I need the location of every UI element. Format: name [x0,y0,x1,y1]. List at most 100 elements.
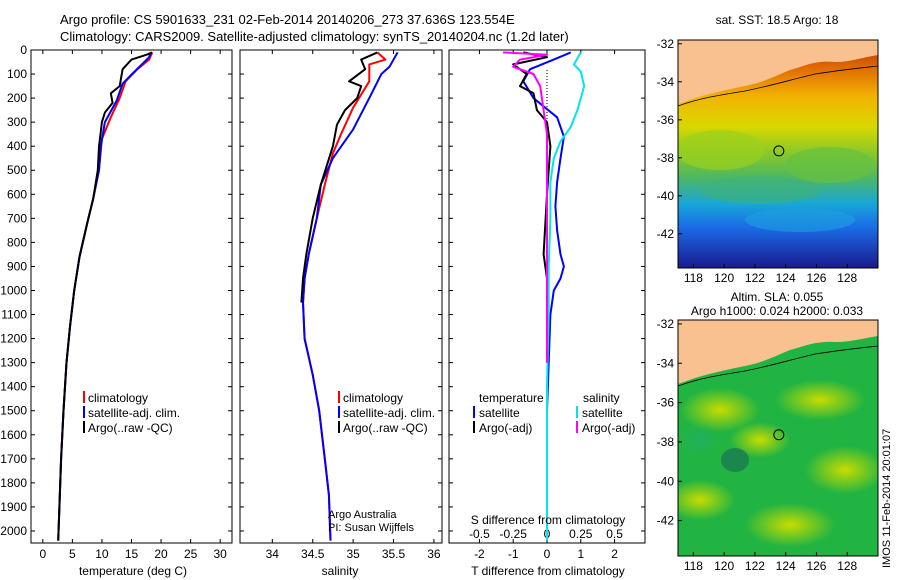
sst-map-axes: 118 120 122 124 126 128 -32 -34 -36 -38 -40 -42 [657,37,858,285]
difference-xtick-label: 1 [577,547,584,561]
temperature-xlabel: temperature (deg C) [79,564,187,578]
temperature-xtick-label: 30 [213,547,227,561]
sla-eddy [805,446,878,494]
map-ytick-label: -34 [657,356,675,370]
map-xtick-label: 120 [714,271,734,285]
legend-label-clim: climatology [88,391,148,405]
sla-eddy [775,380,865,420]
bathymetry-contour [678,345,878,387]
difference-xtick-label: 2 [611,547,618,561]
salinity-xtick-label: 35 [346,547,360,561]
map-ytick-label: -36 [657,113,675,127]
map-xtick-label: 122 [745,271,765,285]
land-australia [678,320,878,384]
difference-xlabel: T difference from climatology [471,564,625,578]
sst-eddy [700,176,820,204]
depth-tick-label: 2000 [0,524,27,538]
map-ytick-label: -32 [657,317,675,331]
map-ytick-label: -40 [657,189,675,203]
land-australia [678,40,878,104]
temperature-series-argo-raw-qc- [57,51,153,541]
difference-series-salinity-satellite [546,51,586,541]
salinity-chart: 34 34.5 35 35.5 36 [240,49,442,561]
salinity-diff-tick-label: 0.5 [606,527,623,541]
temperature-xtick-label: 0 [39,547,46,561]
sst-map-title: sat. SST: 18.5 Argo: 18 [716,13,839,27]
sla-eddy [680,388,760,432]
depth-tick-label: 0 [20,43,27,57]
temperature-xtick-label: 5 [69,547,76,561]
legend-label-sat: satellite-adj. clim. [343,406,435,420]
depth-tick-label: 900 [7,259,27,273]
map-ytick-label: -34 [657,75,675,89]
depth-tick-label: 100 [7,67,27,81]
sst-eddy [745,208,855,232]
sla-map-axes: 118 120 122 124 126 128 -32 -34 -36 -38 -40 -42 [657,317,858,573]
legend-label-sat: satellite-adj. clim. [88,406,180,420]
argo-float-marker [773,145,785,157]
legend-label-s-sat: satellite [582,406,623,420]
salinity-annotation-1: Argo Australia [328,509,397,521]
sst-map-frame [677,39,879,269]
map-xtick-label: 120 [714,559,734,573]
map-ytick-label: -38 [657,151,675,165]
depth-tick-label: 300 [7,115,27,129]
salinity-xtick-label: 35.5 [382,547,406,561]
sst-eddy [785,147,875,183]
salinity-series-satellite-adj-clim- [302,51,399,541]
map-xtick-label: 118 [684,271,703,285]
difference-legend: temperature satellite Argo(-adj) salinit… [473,391,635,435]
salinity-xtick-label: 36 [427,547,441,561]
depth-axis: 0 100 200 300 400 500 600 700 800 900 1000 1100 1200… [0,43,27,538]
difference-xtick-label: -1 [508,547,519,561]
difference-xlabel-top: S difference from climatology [471,513,626,527]
difference-series-salinity-argo-adj- [503,51,548,363]
depth-tick-label: 1100 [1,308,27,322]
salinity-diff-tick-label: -0.25 [500,527,528,541]
legend-label-t-argo: Argo(-adj) [479,421,532,435]
legend-label-argo: Argo(..raw -QC) [343,421,428,435]
legend-label-argo: Argo(..raw -QC) [88,421,173,435]
depth-tick-label: 1900 [0,500,27,514]
map-ytick-label: -36 [657,396,675,410]
salinity-xlabel: salinity [322,564,359,578]
sla-map-title: Altim. SLA: 0.055 [731,290,824,304]
sla-eddy [678,480,735,520]
bathymetry-contour [678,65,878,107]
map-xtick-label: 126 [806,559,826,573]
temperature-xtick-label: 25 [184,547,198,561]
depth-tick-label: 600 [7,187,27,201]
sla-eddy [745,503,835,547]
salinity-diff-tick-label: -0.5 [469,527,490,541]
temperature-xtick-label: 20 [154,547,168,561]
difference-chart: -2 -1 0 1 2-0.5 -0.25 0 0.25 0.5 [449,49,645,561]
map-xtick-label: 128 [837,271,857,285]
difference-xtick-label: -2 [474,547,485,561]
map-ytick-label: -42 [657,514,675,528]
salinity-diff-tick-label: 0.25 [569,527,593,541]
sst-map: sat. SST: 18.5 Argo: 18 118 120 122 124 126 1… [657,13,879,285]
imos-timestamp: IMOS 11-Feb-2014 20:01:07 [881,429,893,568]
sla-map: Altim. SLA: 0.055 Argo h1000: 0.024 h200… [657,290,879,573]
salinity-annotation-2: PI: Susan Wijffels [328,522,414,534]
depth-tick-label: 1600 [0,428,27,442]
legend-title-temperature: temperature [479,391,544,405]
depth-tick-label: 1700 [0,452,27,466]
figure-title-line2: Climatology: CARS2009. Satellite-adjuste… [60,29,569,44]
depth-tick-label: 500 [7,163,27,177]
depth-tick-label: 1000 [0,283,27,297]
depth-tick-label: 400 [7,139,27,153]
depth-tick-label: 800 [7,235,27,249]
temperature-chart: 0 5 10 15 20 25 30 [31,49,232,561]
legend-label-clim: climatology [343,391,403,405]
sla-map-frame [677,319,879,557]
depth-tick-label: 1400 [0,380,27,394]
sla-map-subtitle: Argo h1000: 0.024 h2000: 0.033 [691,304,863,318]
map-xtick-label: 126 [806,271,826,285]
argo-float-marker [773,429,785,441]
map-ytick-label: -42 [657,227,675,241]
temperature-xtick-label: 10 [95,547,109,561]
map-xtick-label: 118 [684,559,703,573]
temperature-xtick-label: 15 [125,547,139,561]
map-ytick-label: -38 [657,435,675,449]
